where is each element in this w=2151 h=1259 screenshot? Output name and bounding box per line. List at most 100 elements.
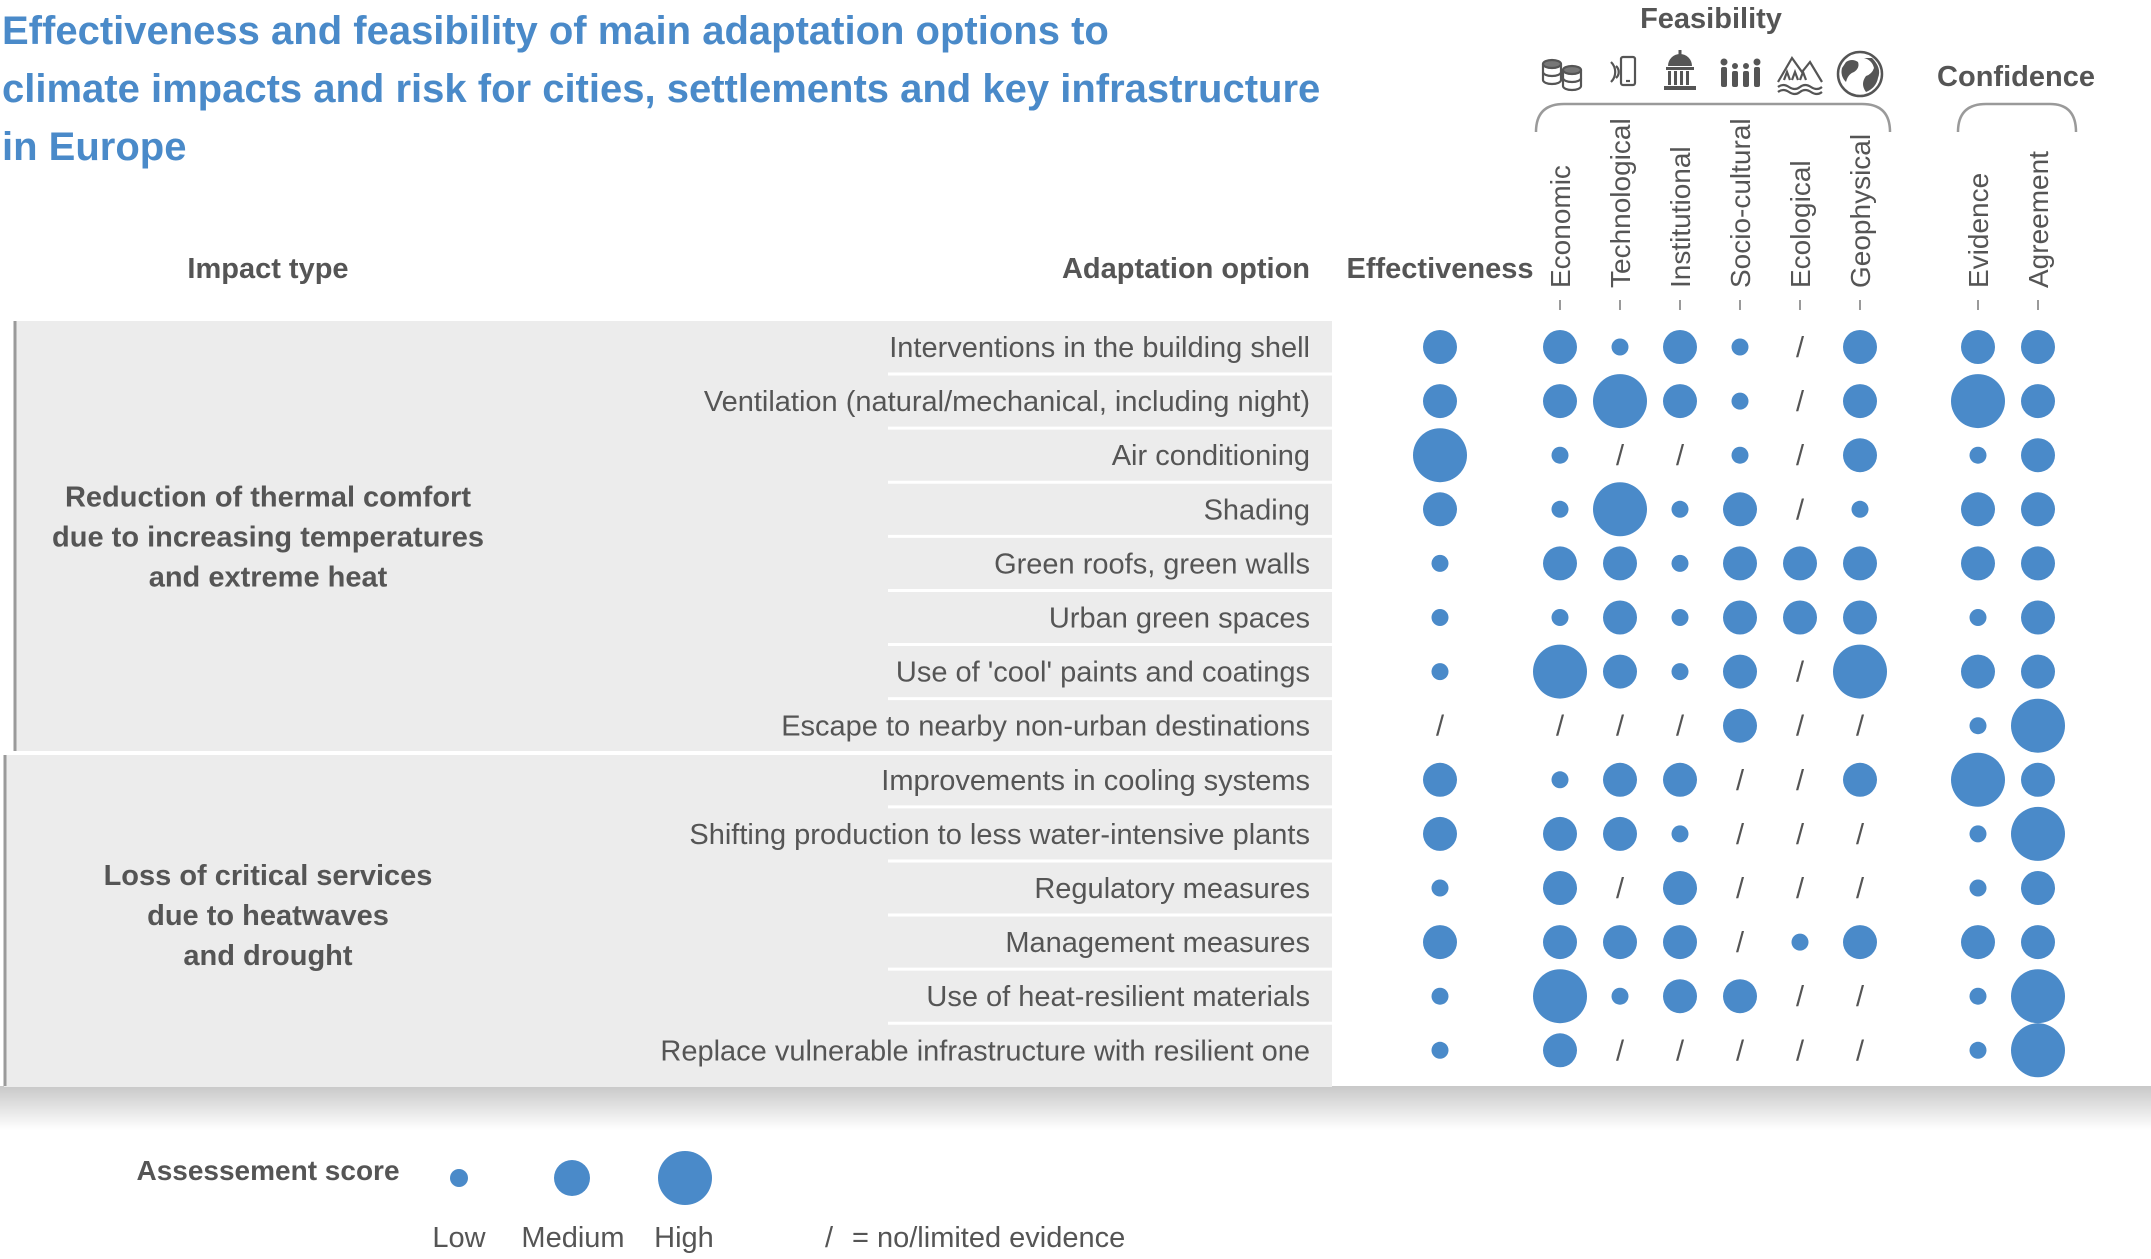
no-evidence-mark: / — [1436, 711, 1445, 743]
adaptation-option-label: Shading — [1204, 494, 1310, 526]
row-separators — [888, 372, 2151, 1025]
impact-type-header: Impact type — [187, 253, 348, 285]
score-dot — [1551, 500, 1569, 518]
score-dot — [1671, 825, 1689, 843]
score-dot — [1603, 600, 1637, 635]
no-evidence-mark: / — [1856, 981, 1865, 1013]
score-dot — [1431, 554, 1449, 572]
column-header-economic: Economic — [1545, 165, 1576, 288]
score-dot — [1969, 446, 1987, 464]
score-dot — [2021, 492, 2055, 527]
score-dot — [1543, 546, 1577, 581]
legend-title: Assessement score — [136, 1155, 399, 1186]
adaptation-option-label: Shifting production to less water-intens… — [689, 819, 1310, 851]
score-dot — [1663, 384, 1697, 419]
score-dot — [1843, 330, 1877, 364]
feasibility-bracket — [1534, 102, 1892, 133]
no-evidence-mark: / — [1796, 981, 1805, 1013]
no-evidence-mark: / — [1796, 1035, 1805, 1067]
column-header-socio-cultural: Socio-cultural — [1725, 118, 1756, 288]
score-dot — [1663, 925, 1697, 960]
score-dot — [1723, 708, 1757, 743]
no-evidence-mark: / — [1796, 657, 1805, 689]
column-header-technological: Technological — [1605, 118, 1636, 288]
score-dot — [1603, 654, 1637, 689]
score-dot — [1843, 384, 1877, 419]
score-dot — [1543, 925, 1577, 960]
column-header-agreement: Agreement — [2023, 151, 2054, 288]
score-dot — [1593, 374, 1647, 429]
title-line-3: in Europe — [2, 125, 187, 169]
adaptation-option-label: Use of heat-resilient materials — [926, 981, 1310, 1013]
score-dot — [1961, 546, 1995, 581]
no-evidence-mark: / — [1736, 873, 1745, 905]
score-dot — [2021, 438, 2055, 473]
adaptation-option-label: Escape to nearby non-urban destinations — [781, 711, 1310, 743]
score-dot — [1663, 762, 1697, 797]
score-dot — [1843, 438, 1877, 473]
score-dot — [1431, 987, 1449, 1005]
score-dot — [1593, 482, 1647, 537]
score-dot — [1551, 609, 1569, 626]
no-evidence-mark: / — [1796, 386, 1805, 418]
score-marks: / / / / / / / / / / / / / / / / / / / / / / / / / / / / / / — [1413, 330, 2065, 1078]
adaptation-option-label: Air conditioning — [1112, 440, 1310, 472]
feasibility-header: Feasibility — [1640, 3, 1782, 35]
score-dot — [1543, 871, 1577, 905]
score-dot — [1961, 492, 1995, 527]
adaptation-option-label: Regulatory measures — [1034, 873, 1310, 905]
phone-signal-icon — [1610, 55, 1637, 87]
score-dot — [2021, 546, 2055, 581]
legend-dot-medium — [554, 1160, 590, 1196]
score-dot — [2021, 925, 2055, 960]
score-dot — [1969, 825, 1987, 843]
score-dot — [1423, 492, 1457, 527]
column-header-institutional: Institutional — [1665, 146, 1696, 288]
score-dot — [2021, 384, 2055, 419]
score-dot — [1551, 446, 1569, 464]
score-dot — [1731, 338, 1749, 356]
score-dot — [1663, 979, 1697, 1014]
feasibility-icons — [1541, 50, 1884, 98]
score-dot — [2011, 806, 2065, 861]
legend-label-high: High — [654, 1222, 714, 1254]
adaptation-option-label: Urban green spaces — [1049, 603, 1310, 635]
score-dot — [1543, 1033, 1577, 1068]
table-shadow — [0, 1086, 2151, 1130]
score-dot — [1961, 330, 1995, 364]
score-dot — [1791, 933, 1809, 951]
no-evidence-mark: / — [1856, 1035, 1865, 1067]
score-dot — [1663, 871, 1697, 905]
title-line-2: climate impacts and risk for cities, set… — [2, 67, 1321, 111]
legend-label-medium: Medium — [521, 1222, 624, 1254]
score-dot — [1969, 1041, 1987, 1059]
adaptation-option-label: Ventilation (natural/mechanical, includi… — [704, 386, 1310, 418]
score-dot — [1671, 663, 1689, 681]
effectiveness-header: Effectiveness — [1347, 253, 1534, 285]
confidence-header: Confidence — [1937, 61, 2095, 93]
no-evidence-mark: / — [1736, 819, 1745, 851]
score-dot — [1423, 384, 1457, 419]
no-evidence-mark: / — [1676, 440, 1685, 472]
score-dot — [1671, 500, 1689, 518]
score-dot — [1543, 384, 1577, 419]
confidence-bracket — [1956, 102, 2078, 133]
score-dot — [2021, 330, 2055, 364]
no-evidence-mark: / — [1616, 1035, 1625, 1067]
score-dot — [1783, 546, 1817, 581]
column-header-ecological: Ecological — [1785, 160, 1816, 288]
score-dot — [1723, 979, 1757, 1014]
score-dot — [1423, 816, 1457, 851]
score-dot — [1603, 762, 1637, 797]
score-dot — [1969, 987, 1987, 1005]
score-dot — [1603, 546, 1637, 581]
adaptation-option-label: Use of 'cool' paints and coatings — [896, 657, 1310, 689]
no-evidence-mark: / — [1736, 765, 1745, 797]
score-dot — [1423, 330, 1457, 364]
score-dot — [1833, 644, 1887, 699]
group-panel-2 — [4, 755, 1332, 1087]
no-evidence-mark: / — [1616, 873, 1625, 905]
score-dot — [1961, 925, 1995, 960]
score-dot — [2021, 871, 2055, 905]
legend-na-text: = no/limited evidence — [852, 1222, 1125, 1254]
